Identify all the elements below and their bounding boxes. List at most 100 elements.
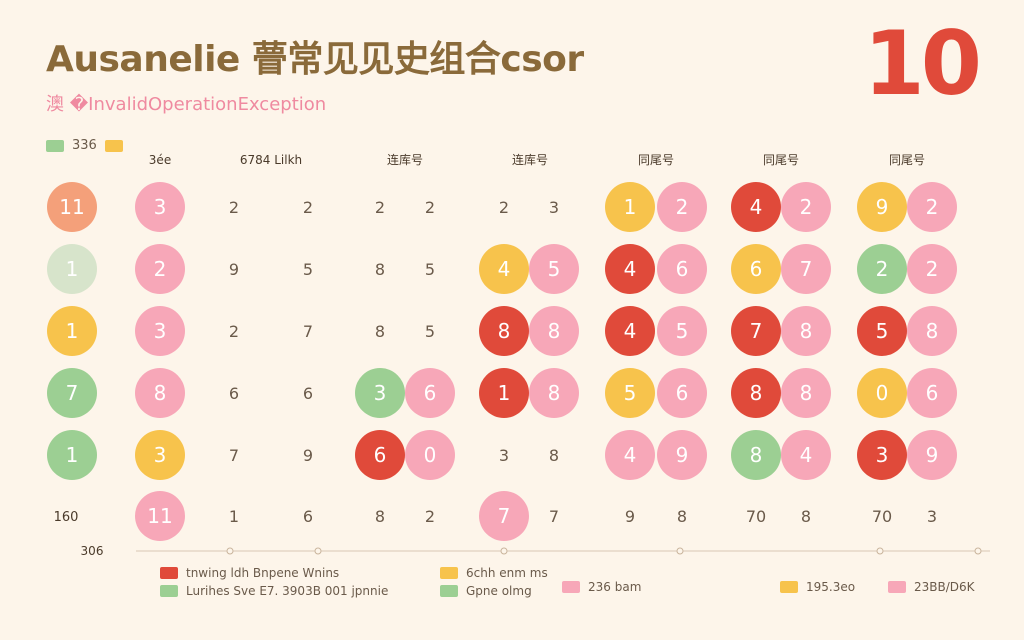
ball-number: 4 — [624, 443, 637, 467]
legend-bottom: tnwing ldh Bnpene Wnins Lurihes Sve E7. … — [0, 560, 1024, 610]
page-subtitle: 澳 �InvalidOperationException — [46, 94, 327, 115]
ball-number: 2 — [800, 195, 813, 219]
number-ball — [907, 306, 957, 356]
number-ball — [731, 306, 781, 356]
number-ball — [479, 368, 529, 418]
plain-number: 2 — [425, 507, 435, 526]
ball-number: 9 — [676, 443, 689, 467]
number-ball — [405, 368, 455, 418]
page-title: Ausanelie 瞢常见见史组合csor — [46, 39, 584, 80]
plain-number: 2 — [229, 322, 239, 341]
ball-number: 2 — [876, 257, 889, 281]
ball-number: 5 — [548, 257, 561, 281]
ball-number: 8 — [498, 319, 511, 343]
ball-number: 6 — [750, 257, 763, 281]
legend-bottom-label: 195.3eo — [806, 580, 856, 594]
ball-number: 11 — [147, 504, 172, 528]
number-ball — [781, 182, 831, 232]
plain-number: 1 — [229, 507, 239, 526]
legend-bottom-label: 6chh enm ms — [466, 566, 548, 580]
legend-top: 336 — [46, 138, 123, 153]
ball-number: 7 — [800, 257, 813, 281]
column-header: 连库号 — [387, 152, 423, 167]
number-ball — [907, 430, 957, 480]
plain-number: 2 — [303, 198, 313, 217]
plain-number: 70 — [746, 507, 766, 526]
number-ball — [355, 368, 405, 418]
number-ball — [857, 182, 907, 232]
legend-bottom-item: 236 bam — [562, 580, 641, 594]
ball-number: 7 — [66, 381, 79, 405]
legend-swatch — [440, 585, 458, 597]
plain-number: 8 — [375, 260, 385, 279]
axis-tick — [500, 547, 508, 555]
number-ball — [479, 306, 529, 356]
plain-number: 8 — [801, 507, 811, 526]
number-ball — [605, 182, 655, 232]
legend-top-label: 336 — [72, 138, 97, 153]
plain-number: 3 — [549, 198, 559, 217]
ball-number: 4 — [624, 319, 637, 343]
big-number: 10 — [863, 12, 982, 115]
legend-bottom-item: 195.3eo — [780, 580, 855, 594]
number-ball — [135, 491, 185, 541]
column-header: 同尾号 — [638, 153, 674, 167]
ball-number: 2 — [676, 195, 689, 219]
ball-number: 3 — [154, 319, 167, 343]
plain-number: 2 — [499, 198, 509, 217]
legend-swatch — [160, 585, 178, 597]
plain-number: 2 — [375, 198, 385, 217]
axis-tick — [314, 547, 322, 555]
legend-bottom-item: tnwing ldh Bnpene Wnins — [160, 566, 339, 580]
ball-number: 2 — [926, 195, 939, 219]
ball-number: 3 — [154, 195, 167, 219]
ball-number: 3 — [374, 381, 387, 405]
plain-number: 8 — [375, 507, 385, 526]
legend-swatch — [160, 567, 178, 579]
plain-number: 6 — [303, 507, 313, 526]
number-ball — [135, 430, 185, 480]
legend-swatch — [780, 581, 798, 593]
ball-number: 2 — [926, 257, 939, 281]
number-ball — [657, 306, 707, 356]
legend-swatch-green — [46, 139, 64, 152]
ball-number: 8 — [750, 381, 763, 405]
number-ball — [135, 368, 185, 418]
legend-bottom-label: tnwing ldh Bnpene Wnins — [186, 566, 340, 580]
plain-number: 8 — [677, 507, 687, 526]
plain-number: 5 — [303, 260, 313, 279]
ball-number: 3 — [876, 443, 889, 467]
number-ball — [731, 182, 781, 232]
number-ball — [657, 430, 707, 480]
ball-number: 6 — [424, 381, 437, 405]
number-ball — [479, 491, 529, 541]
ball-number: 1 — [66, 443, 79, 467]
ball-number: 4 — [750, 195, 763, 219]
number-ball — [857, 244, 907, 294]
number-ball — [605, 244, 655, 294]
ball-number: 2 — [154, 257, 167, 281]
number-ball — [657, 244, 707, 294]
number-ball — [857, 368, 907, 418]
plain-number: 6 — [303, 384, 313, 403]
plain-number: 9 — [303, 446, 313, 465]
row-label: 160 — [54, 510, 79, 525]
number-ball — [47, 306, 97, 356]
axis-tick — [676, 547, 684, 555]
number-ball — [657, 368, 707, 418]
number-ball — [731, 368, 781, 418]
legend-swatch — [888, 581, 906, 593]
number-ball — [857, 430, 907, 480]
axis-tick — [876, 547, 884, 555]
number-ball — [355, 430, 405, 480]
column-header: 同尾号 — [763, 153, 799, 167]
legend-bottom-item: Lurihes Sve E7. 3903B 001 jpnnie — [160, 584, 388, 598]
number-ball — [135, 306, 185, 356]
ball-number: 4 — [498, 257, 511, 281]
ball-number: 9 — [876, 195, 889, 219]
number-ball — [405, 430, 455, 480]
number-ball — [731, 430, 781, 480]
legend-swatch-yellow — [104, 139, 123, 152]
ball-number: 6 — [676, 257, 689, 281]
number-ball — [479, 244, 529, 294]
